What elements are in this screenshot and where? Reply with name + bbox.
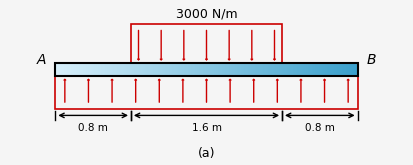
Text: 0.8 m: 0.8 m xyxy=(305,123,335,133)
Text: (a): (a) xyxy=(198,147,215,160)
Bar xyxy=(55,64,358,76)
Bar xyxy=(55,76,358,109)
Text: B: B xyxy=(367,53,377,67)
Bar xyxy=(131,24,282,64)
Text: 3000 N/m: 3000 N/m xyxy=(176,7,237,20)
Text: 0.8 m: 0.8 m xyxy=(78,123,108,133)
Text: A: A xyxy=(36,53,46,67)
Text: 1.6 m: 1.6 m xyxy=(192,123,221,133)
